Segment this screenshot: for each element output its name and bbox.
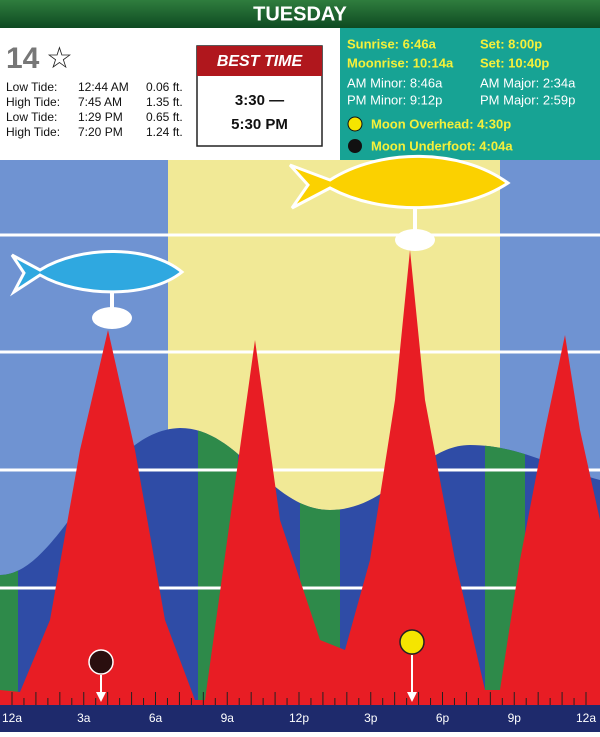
sunrise: Sunrise: 6:46a bbox=[347, 36, 437, 51]
tide-time: 12:44 AM bbox=[78, 80, 129, 94]
tide-height: 1.24 ft. bbox=[146, 125, 183, 139]
moonset: Set: 10:40p bbox=[480, 55, 549, 70]
date-symbol: ☆ bbox=[46, 42, 73, 75]
tide-type: High Tide: bbox=[6, 95, 60, 109]
axis-label: 9a bbox=[221, 711, 235, 725]
best-time-start: 3:30 — bbox=[235, 92, 284, 109]
moon-overhead-arrowhead bbox=[407, 692, 417, 702]
moon-overhead: Moon Overhead: 4:30p bbox=[371, 116, 511, 131]
header-bar bbox=[0, 0, 600, 28]
tide-time: 1:29 PM bbox=[78, 110, 123, 124]
axis-label: 12a bbox=[2, 711, 22, 725]
activity-peaks bbox=[0, 250, 600, 705]
axis-label: 6p bbox=[436, 711, 450, 725]
time-axis bbox=[0, 705, 600, 732]
tide-height: 1.35 ft. bbox=[146, 95, 183, 109]
day-title: TUESDAY bbox=[253, 3, 347, 25]
fish-small bbox=[9, 250, 185, 329]
moonrise: Moonrise: 10:14a bbox=[347, 55, 454, 70]
tide-height: 0.65 ft. bbox=[146, 110, 183, 124]
tide-type: High Tide: bbox=[6, 125, 60, 139]
axis-label: 6a bbox=[149, 711, 163, 725]
best-time-header bbox=[197, 46, 322, 76]
axis-label: 3p bbox=[364, 711, 378, 725]
sunset: Set: 8:00p bbox=[480, 36, 542, 51]
moon-underfoot-icon bbox=[348, 139, 362, 153]
pm-minor: PM Minor: 9:12p bbox=[347, 92, 442, 107]
axis-label: 12a bbox=[576, 711, 596, 725]
moon-overhead-marker bbox=[399, 629, 425, 655]
fish-large bbox=[288, 154, 511, 251]
tide-time: 7:45 AM bbox=[78, 95, 122, 109]
moon-underfoot-arrowhead bbox=[96, 692, 106, 702]
am-major: AM Major: 2:34a bbox=[480, 75, 576, 90]
moon-underfoot-marker bbox=[88, 649, 114, 675]
tide-time: 7:20 PM bbox=[78, 125, 123, 139]
tide-height: 0.06 ft. bbox=[146, 80, 183, 94]
best-time-end: 5:30 PM bbox=[231, 116, 288, 133]
tide-type: Low Tide: bbox=[6, 80, 57, 94]
axis-label: 9p bbox=[508, 711, 522, 725]
moon-overhead-icon bbox=[347, 116, 363, 132]
date-number: 14 bbox=[6, 42, 40, 75]
best-time-title: BEST TIME bbox=[217, 53, 304, 70]
sun-moon-panel bbox=[340, 28, 600, 160]
axis-label: 3a bbox=[77, 711, 91, 725]
moon-underfoot: Moon Underfoot: 4:04a bbox=[371, 138, 513, 153]
axis-label: 12p bbox=[289, 711, 309, 725]
pm-major: PM Major: 2:59p bbox=[480, 92, 575, 107]
am-minor: AM Minor: 8:46a bbox=[347, 75, 443, 90]
tide-type: Low Tide: bbox=[6, 110, 57, 124]
